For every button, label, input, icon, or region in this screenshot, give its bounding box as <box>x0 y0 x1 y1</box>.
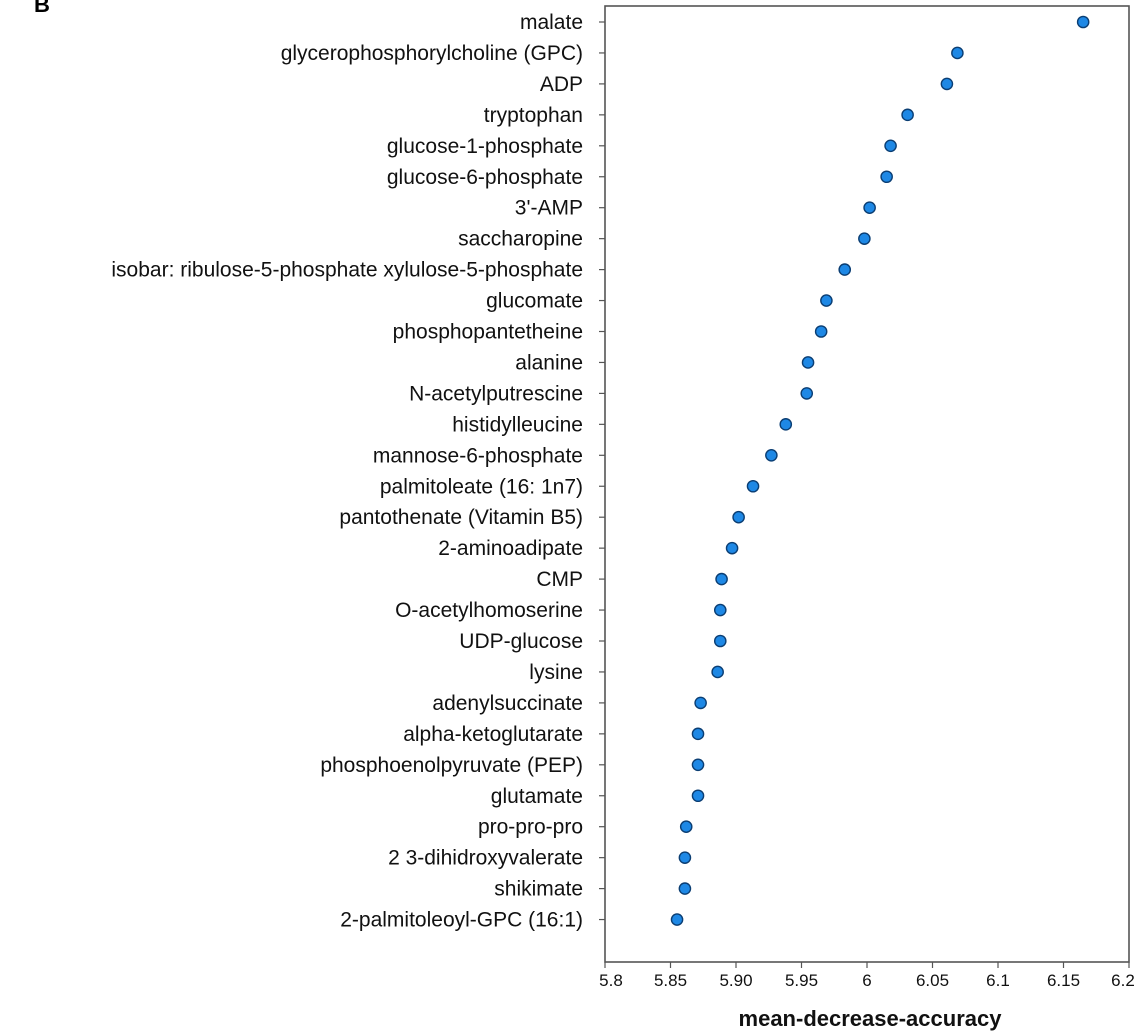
x-tick-label: 5.90 <box>719 971 752 990</box>
data-point <box>901 108 914 122</box>
category-label: phosphopantetheine <box>393 321 583 344</box>
category-label: pro-pro-pro <box>478 816 583 839</box>
data-point <box>678 851 692 864</box>
category-label: glycerophosphorylcholine (GPC) <box>281 42 583 65</box>
data-points <box>670 15 1090 926</box>
category-label: 2 3-dihidroxyvalerate <box>388 847 583 870</box>
category-label: CMP <box>536 568 583 591</box>
data-point <box>713 634 727 648</box>
plot-frame <box>604 5 1130 963</box>
category-label: malate <box>520 11 583 34</box>
category-label: phosphoenolpyruvate (PEP) <box>320 754 583 777</box>
data-point <box>715 572 728 586</box>
data-point <box>951 46 964 60</box>
category-labels: malate glycerophosphorylcholine (GPC) ADP t… <box>111 11 583 932</box>
category-label: glucose-1-phosphate <box>387 135 583 158</box>
data-point <box>678 882 692 895</box>
x-tick-label: 5.8 <box>599 971 623 990</box>
y-axis-ticks <box>599 21 605 921</box>
x-tick-label: 6.2 <box>1111 971 1135 990</box>
data-point <box>732 510 745 524</box>
data-point <box>880 170 893 184</box>
category-label: adenylsuccinate <box>432 692 583 715</box>
data-point <box>725 541 739 555</box>
category-label: 2-aminoadipate <box>438 537 583 560</box>
category-label: glucomate <box>486 290 583 313</box>
category-label: 3'-AMP <box>515 197 583 220</box>
category-label: alanine <box>515 351 583 374</box>
category-label: lysine <box>529 661 583 684</box>
data-point <box>858 232 871 245</box>
category-label: O-acetylhomoserine <box>395 599 583 622</box>
data-point <box>670 913 684 926</box>
x-axis-ticks <box>604 962 1130 968</box>
category-label: mannose-6-phosphate <box>373 444 583 467</box>
category-label: glutamate <box>491 785 583 808</box>
data-point <box>1076 15 1090 29</box>
category-label: N-acetylputrescine <box>409 382 583 405</box>
x-tick-label: 6 <box>862 971 871 990</box>
category-label: shikimate <box>494 878 583 901</box>
category-label: histidylleucine <box>452 413 583 436</box>
category-label: UDP-glucose <box>459 630 583 653</box>
category-label: tryptophan <box>484 104 583 127</box>
category-label: pantothenate (Vitamin B5) <box>339 506 583 529</box>
x-tick-label: 6.1 <box>986 971 1010 990</box>
data-point <box>691 789 705 803</box>
data-point <box>679 820 693 834</box>
category-label: saccharopine <box>458 228 583 251</box>
category-label: palmitoleate (16: 1n7) <box>380 475 583 498</box>
x-tick-label: 6.05 <box>916 971 949 990</box>
data-point <box>884 139 897 153</box>
data-point <box>694 696 707 710</box>
data-point <box>940 77 954 91</box>
x-tick-label: 5.85 <box>654 971 687 990</box>
data-point <box>765 448 778 462</box>
x-tick-label: 5.95 <box>785 971 818 990</box>
x-tick-label: 6.15 <box>1047 971 1080 990</box>
panel-letter: B <box>34 0 50 17</box>
category-label: isobar: ribulose-5-phosphate xylulose-5-… <box>111 259 583 282</box>
data-point <box>820 294 833 307</box>
category-label: alpha-ketoglutarate <box>403 723 583 746</box>
data-point <box>779 418 793 431</box>
x-axis-title: mean-decrease-accuracy <box>739 1006 1003 1031</box>
data-point <box>711 665 724 679</box>
data-point <box>801 356 815 369</box>
data-point <box>691 758 705 772</box>
data-point <box>800 387 814 400</box>
data-point <box>838 263 852 276</box>
data-point <box>863 201 876 214</box>
category-label: ADP <box>540 73 583 96</box>
data-point <box>814 325 828 338</box>
category-label: glucose-6-phosphate <box>387 166 583 189</box>
data-point <box>691 727 705 741</box>
x-axis-tick-labels: 5.8 5.85 5.90 5.95 6 6.05 6.1 6.15 6.2 <box>599 971 1135 990</box>
category-label: 2-palmitoleoyl-GPC (16:1) <box>340 909 583 932</box>
data-point <box>713 603 727 617</box>
data-point <box>746 479 760 493</box>
